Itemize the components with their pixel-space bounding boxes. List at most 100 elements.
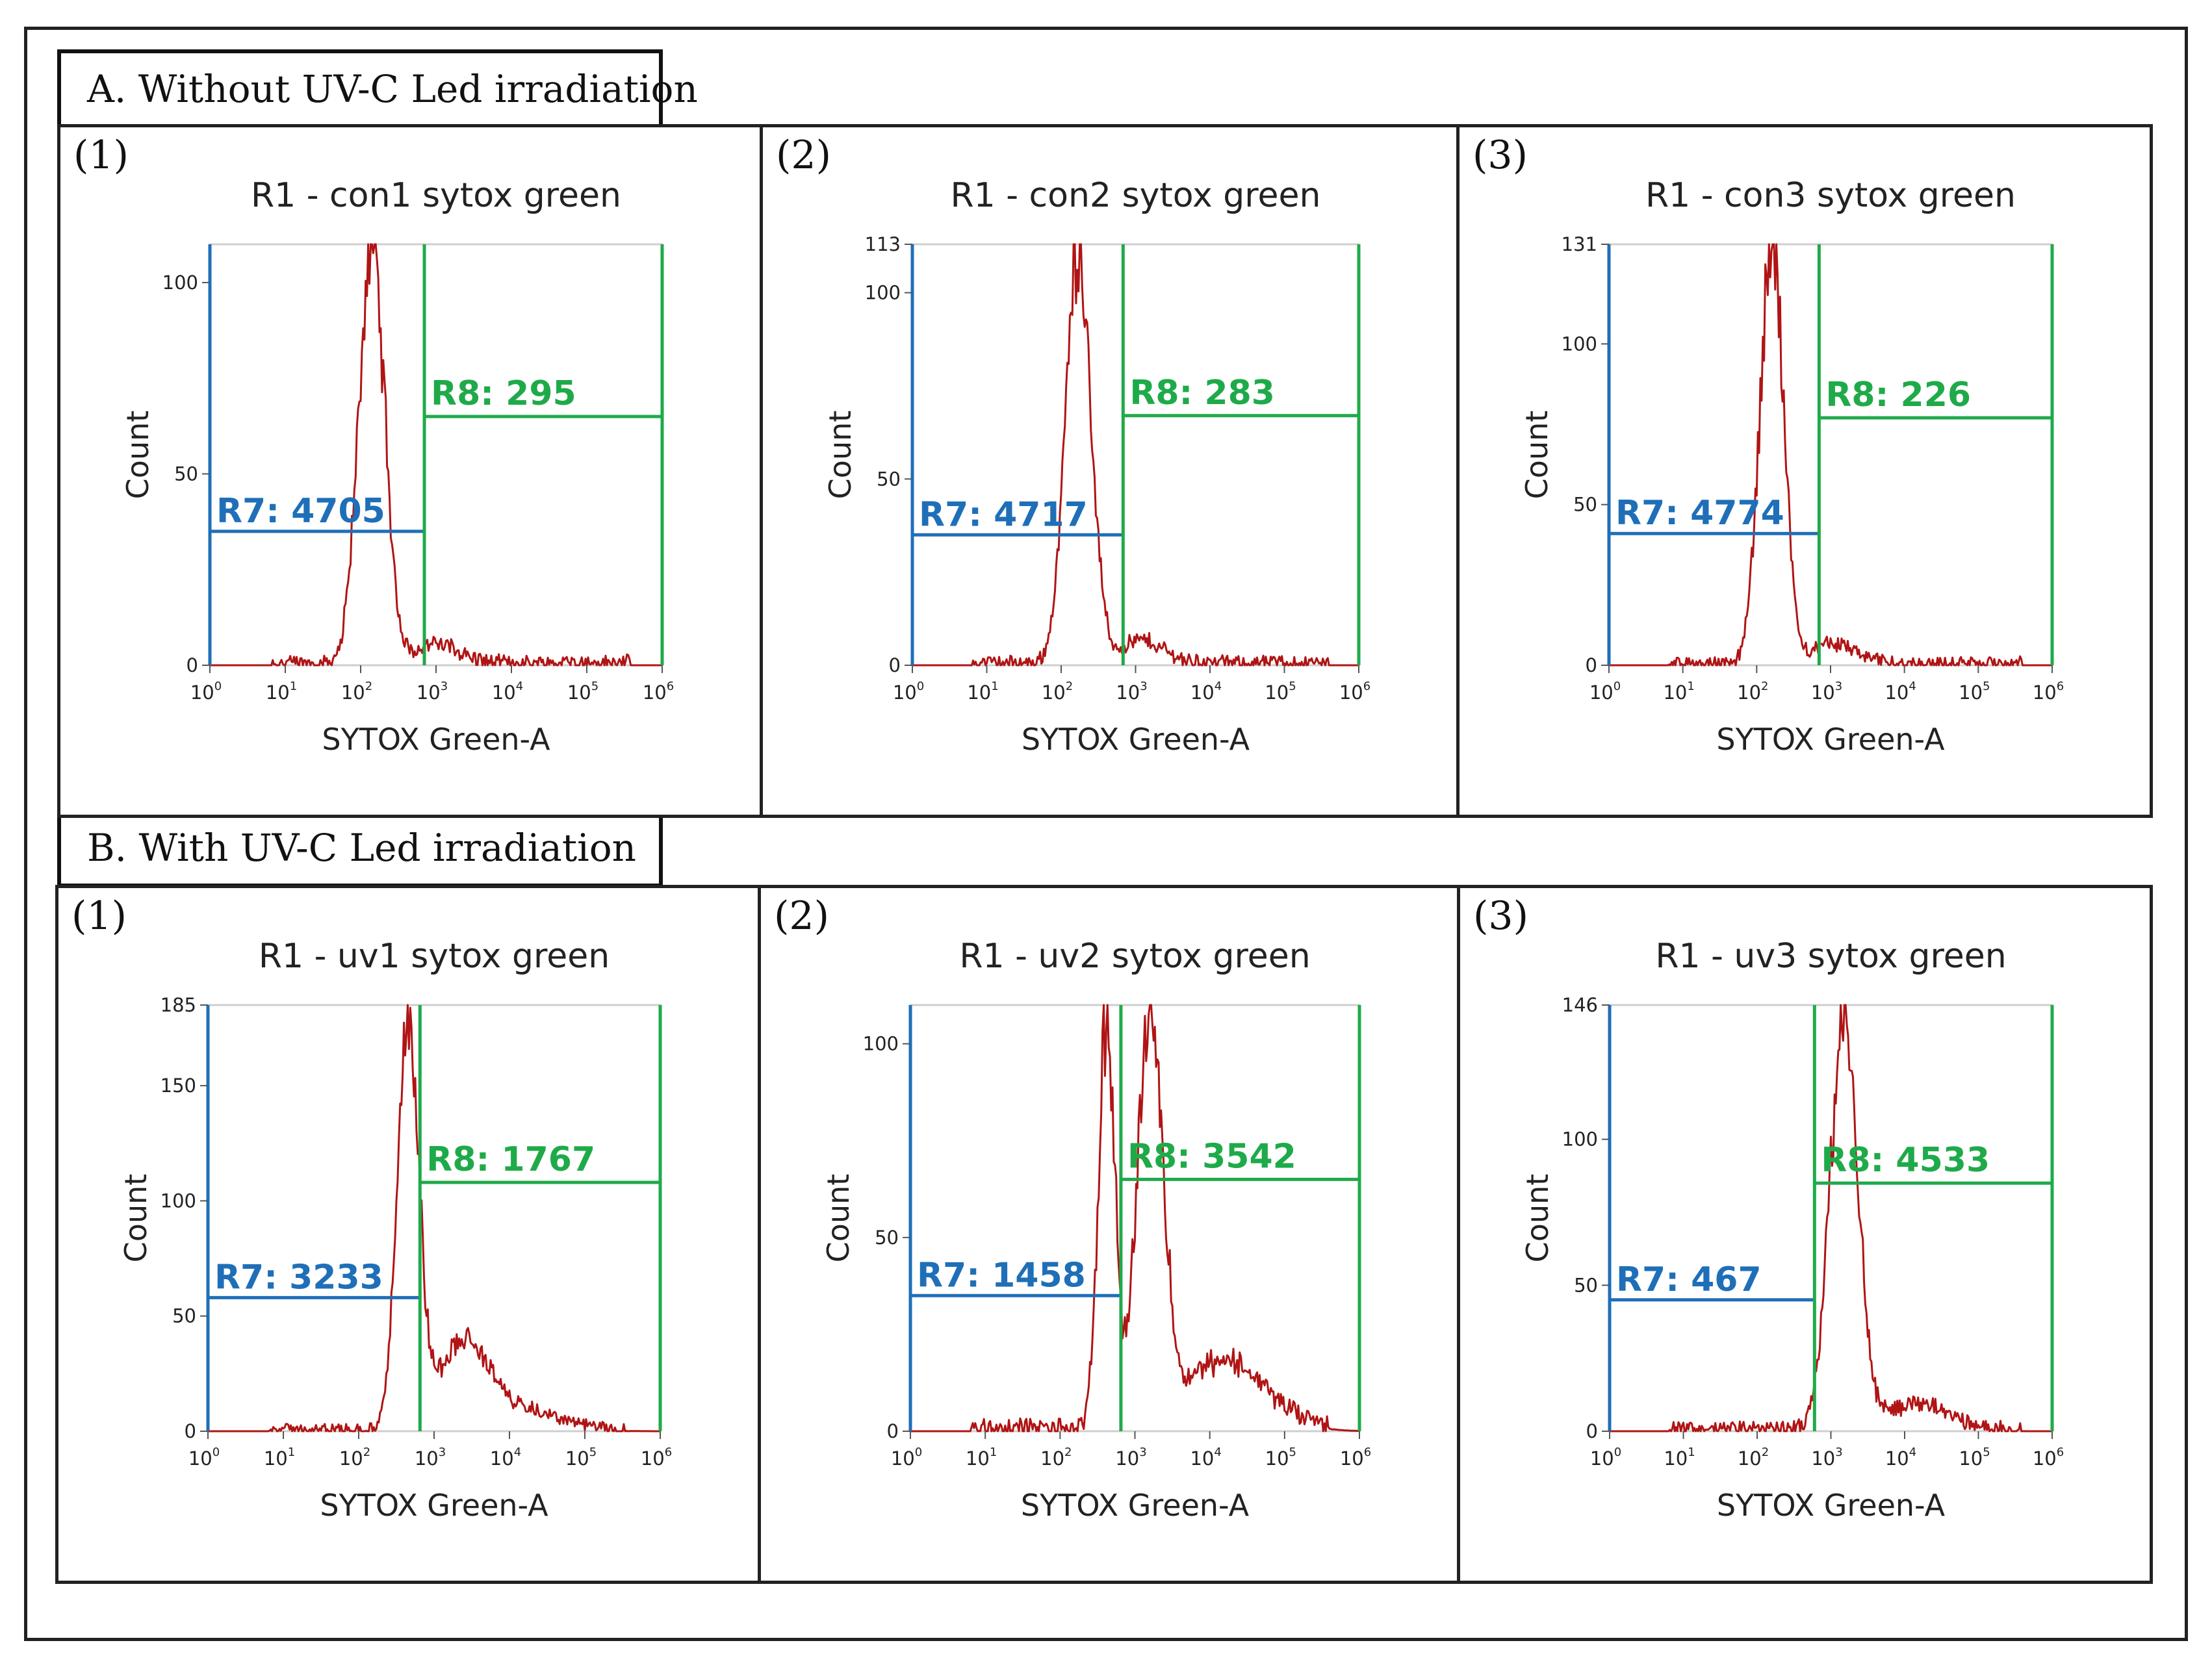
x-axis-label: SYTOX Green-A — [322, 722, 550, 757]
chart-panel-b1: (1) R1 - uv1 sytox green R7: 3233 R8: 1767… — [55, 885, 761, 1584]
y-tick-label: 50 — [174, 463, 198, 485]
x-tick-label: 102 — [1042, 680, 1073, 704]
x-tick-exponent: 4 — [1214, 1446, 1221, 1459]
x-tick-label: 105 — [1959, 680, 1990, 704]
y-axis-label: Count — [1520, 1174, 1555, 1263]
chart-title: R1 - uv1 sytox green — [259, 937, 610, 976]
x-axis-label: SYTOX Green-A — [1716, 722, 1945, 757]
x-tick-exponent: 4 — [1215, 680, 1222, 693]
y-tick-label: 185 — [161, 994, 196, 1016]
x-tick-label: 104 — [1885, 1446, 1916, 1470]
x-tick-exponent: 3 — [1835, 680, 1842, 693]
histogram-series — [210, 243, 662, 667]
x-tick-label: 100 — [188, 1446, 220, 1470]
x-tick-exponent: 5 — [1983, 680, 1990, 693]
x-tick-label: 103 — [415, 1446, 446, 1470]
r8-gate-label: R8: 3542 — [1127, 1137, 1296, 1176]
x-tick-label: 103 — [1116, 680, 1147, 704]
y-tick-label: 0 — [186, 654, 198, 676]
panel-number: (3) — [1473, 133, 1528, 178]
x-tick-exponent: 4 — [1909, 680, 1916, 693]
x-tick-label: 101 — [966, 1446, 997, 1470]
x-tick-label: 104 — [1190, 680, 1222, 704]
r8-gate-label: R8: 1767 — [426, 1140, 595, 1179]
x-tick-label: 100 — [190, 680, 222, 704]
x-tick-exponent: 1 — [990, 1446, 997, 1459]
histogram-series — [1610, 1004, 2052, 1433]
x-tick-label: 105 — [1265, 680, 1296, 704]
y-tick-label: 100 — [863, 1033, 899, 1055]
x-tick-label: 102 — [1040, 1446, 1072, 1470]
x-tick-exponent: 3 — [1140, 680, 1147, 693]
r7-gate-label: R7: 4705 — [216, 492, 385, 531]
plot-frame — [1608, 243, 2053, 667]
panel-number: (2) — [776, 133, 831, 178]
x-tick-label: 100 — [1590, 1446, 1621, 1470]
x-tick-exponent: 2 — [1064, 1446, 1072, 1459]
x-tick-exponent: 4 — [516, 680, 523, 693]
x-tick-exponent: 0 — [214, 680, 222, 693]
y-tick-label: 146 — [1562, 994, 1598, 1016]
histogram-series — [912, 243, 1359, 667]
x-tick-exponent: 5 — [589, 1446, 597, 1459]
r7-gate-label: R7: 4774 — [1615, 494, 1784, 533]
x-tick-exponent: 5 — [591, 680, 598, 693]
r8-gate-label: R8: 283 — [1129, 374, 1275, 413]
y-tick-label: 0 — [1586, 654, 1597, 676]
x-tick-label: 101 — [967, 680, 998, 704]
x-tick-label: 105 — [565, 1446, 597, 1470]
x-tick-exponent: 5 — [1983, 1446, 1990, 1459]
y-tick-label: 50 — [172, 1305, 196, 1327]
y-tick-label: 50 — [875, 1227, 899, 1249]
x-tick-label: 103 — [417, 680, 448, 704]
y-tick-label: 100 — [865, 282, 901, 304]
section-a-label: A. Without UV-C Led irradiation — [57, 49, 698, 129]
r8-gate-label: R8: 226 — [1825, 376, 1971, 414]
x-tick-label: 106 — [2033, 1446, 2064, 1470]
chart-panel-a1: (1) R1 - con1 sytox green R7: 4705 R8: 295… — [57, 124, 763, 818]
x-tick-label: 105 — [1959, 1446, 1990, 1470]
y-tick-label: 50 — [877, 468, 901, 490]
x-tick-exponent: 3 — [1139, 1446, 1146, 1459]
y-tick-label: 100 — [1562, 1128, 1598, 1151]
chart-panel-a3: (3) R1 - con3 sytox green R7: 4774 R8: 226… — [1456, 124, 2153, 818]
x-axis-label: SYTOX Green-A — [1022, 722, 1250, 757]
y-tick-label: 150 — [161, 1075, 196, 1097]
x-tick-exponent: 6 — [1364, 1446, 1371, 1459]
y-tick-label: 0 — [887, 1420, 899, 1442]
r7-gate-label: R7: 467 — [1616, 1260, 1762, 1299]
x-tick-exponent: 5 — [1289, 1446, 1296, 1459]
x-tick-label: 104 — [1190, 1446, 1221, 1470]
x-tick-label: 100 — [893, 680, 924, 704]
x-tick-exponent: 2 — [1761, 680, 1768, 693]
r8-gate-label: R8: 295 — [431, 374, 576, 413]
chart-title: R1 - con1 sytox green — [251, 176, 621, 215]
histogram-series — [208, 1004, 660, 1433]
panel-number: (2) — [774, 893, 829, 939]
y-axis-label: Count — [823, 411, 858, 500]
x-tick-label: 105 — [567, 680, 598, 704]
x-tick-label: 103 — [1811, 1446, 1842, 1470]
x-tick-exponent: 2 — [365, 680, 372, 693]
x-tick-label: 101 — [264, 1446, 295, 1470]
chart-panel-b2: (2) R1 - uv2 sytox green R7: 1458 R8: 3542… — [758, 885, 1460, 1584]
y-tick-label: 100 — [162, 272, 198, 294]
x-tick-exponent: 1 — [290, 680, 297, 693]
x-tick-exponent: 5 — [1289, 680, 1296, 693]
chart-title: R1 - uv3 sytox green — [1655, 937, 2006, 976]
x-tick-exponent: 2 — [1762, 1446, 1769, 1459]
x-tick-label: 103 — [1811, 680, 1842, 704]
x-tick-label: 106 — [643, 680, 674, 704]
y-tick-label: 50 — [1573, 494, 1597, 516]
x-tick-label: 104 — [490, 1446, 521, 1470]
histogram-series — [910, 1004, 1360, 1433]
chart-panel-a2: (2) R1 - con2 sytox green R7: 4717 R8: 283… — [760, 124, 1460, 818]
x-axis-label: SYTOX Green-A — [1717, 1488, 1946, 1523]
x-tick-label: 106 — [2033, 680, 2064, 704]
y-tick-label: 100 — [161, 1190, 196, 1212]
plot-frame — [209, 243, 663, 667]
